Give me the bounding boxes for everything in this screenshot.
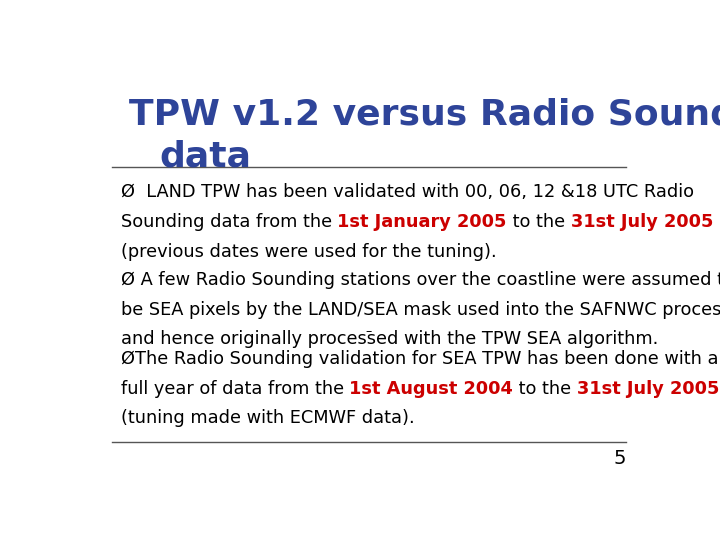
Text: to the: to the [513,380,577,397]
Text: (previous dates were used for the tuning).: (previous dates were used for the tuning… [121,243,496,261]
Text: 1st January 2005: 1st January 2005 [338,213,507,231]
Text: ØThe Radio Sounding validation for SEA TPW has been done with a: ØThe Radio Sounding validation for SEA T… [121,349,718,368]
Text: Ø  LAND TPW has been validated with 00, 06, 12 &18 UTC Radio: Ø LAND TPW has been validated with 00, 0… [121,183,693,201]
Text: 31st July 2005: 31st July 2005 [577,380,719,397]
Text: to the: to the [507,213,570,231]
Text: Ø A few Radio Sounding stations over the coastline were assumed to: Ø A few Radio Sounding stations over the… [121,271,720,288]
Text: and hence originally processed with the TPW SEA algorithm.: and hence originally processed with the … [121,330,658,348]
Text: –: – [366,325,372,338]
Text: Sounding data from the: Sounding data from the [121,213,338,231]
Text: be SEA pixels by the LAND/SEA mask used into the SAFNWC process: be SEA pixels by the LAND/SEA mask used … [121,301,720,319]
Text: 5: 5 [613,449,626,468]
Text: data: data [160,140,252,174]
Text: full year of data from the: full year of data from the [121,380,349,397]
Text: 1st August 2004: 1st August 2004 [349,380,513,397]
Text: (tuning made with ECMWF data).: (tuning made with ECMWF data). [121,409,414,428]
Text: 31st July 2005: 31st July 2005 [570,213,713,231]
Text: TPW v1.2 versus Radio Sounding TPW: TPW v1.2 versus Radio Sounding TPW [129,98,720,132]
